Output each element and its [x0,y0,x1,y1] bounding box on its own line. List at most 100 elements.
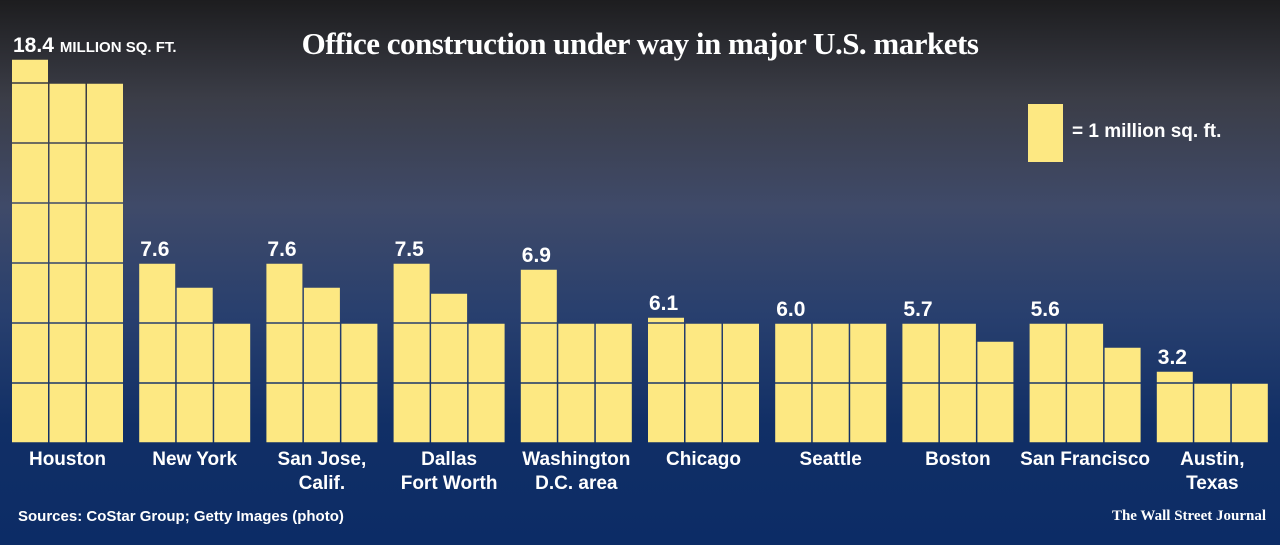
bar-block [87,143,123,203]
value-label: 18.4 MILLION SQ. FT. [13,34,177,57]
bar-block [214,323,251,383]
value-number: 5.7 [903,298,932,321]
bar-block [648,383,684,443]
bar-block [902,383,939,443]
bar-block [939,383,976,443]
bar-group: 3.2 Austin, Texas [1156,346,1268,494]
bar-block [977,383,1014,443]
bar-block [87,83,123,143]
category-label: San Francisco [1020,449,1150,470]
value-number: 5.6 [1031,298,1060,321]
bar-block [685,323,722,383]
bar-block [12,143,48,203]
bar-block [1231,383,1268,443]
category-label: Fort Worth [401,473,498,494]
bar-block [49,323,86,383]
bar-group: 18.4 MILLION SQ. FT. Houston [12,34,177,470]
bar-block [266,383,303,443]
bar-group: 7.6 San Jose, Calif. [266,238,378,494]
bar-block [393,383,430,443]
bar-block [214,383,251,443]
bar-block [1104,383,1141,443]
bar-block [1156,383,1193,443]
bar-block [49,203,86,263]
bar-block [775,323,812,383]
value-number: 6.0 [776,298,805,321]
bar-block [87,323,123,383]
value-number: 6.1 [649,292,679,315]
category-label: Boston [925,449,990,470]
value-label: 7.6 [267,238,296,261]
bar-block [595,383,632,443]
bar-block [685,383,722,443]
bar-block [812,323,849,383]
bar-block [266,323,303,383]
bar-block [139,263,176,323]
bar-block [12,263,48,323]
bar-block [520,269,557,323]
bar-group: 7.6 New York [139,238,251,470]
chart-title: Office construction under way in major U… [301,26,979,61]
value-label: 7.6 [140,238,169,261]
bar-block [775,383,812,443]
bar-block [303,323,340,383]
bar-block [723,383,759,443]
value-label: 6.1 [649,292,679,315]
legend-label: = 1 million sq. ft. [1072,121,1222,142]
bar-block [87,383,123,443]
bar-block [1067,323,1104,383]
value-number: 7.6 [140,238,169,261]
bar-block [139,323,176,383]
bar-block [902,323,939,383]
bar-block [1029,323,1066,383]
bar-block [87,203,123,263]
value-number: 7.6 [267,238,296,261]
bar-block [468,323,505,383]
credit-note: The Wall Street Journal [1111,508,1266,524]
bar-block [303,383,340,443]
bar-block [12,323,48,383]
category-label: Calif. [299,473,345,494]
value-label: 7.5 [395,238,425,261]
bar-block [850,323,887,383]
bar-group: 7.5 Dallas Fort Worth [393,238,505,494]
bar-block [558,323,595,383]
bar-block [648,323,684,383]
legend-swatch [1028,104,1063,162]
category-label: Washington [522,449,630,470]
bar-block [12,383,48,443]
value-unit: MILLION SQ. FT. [60,39,177,56]
bar-block [939,323,976,383]
bar-block [12,83,48,143]
bar-block [176,287,213,323]
value-label: 3.2 [1158,346,1187,369]
category-label: Dallas [421,449,477,470]
value-label: 5.6 [1031,298,1060,321]
bar-block [431,383,468,443]
bar-block [341,323,378,383]
bar-block [12,59,48,83]
bar-block [595,323,632,383]
category-label: Seattle [800,449,862,470]
bar-block [393,263,430,323]
category-label: Chicago [666,449,741,470]
bar-group: 6.0 Seattle [775,298,887,470]
bar-block [431,293,468,323]
bar-group: 5.7 Boston [902,298,1014,470]
bar-block [139,383,176,443]
bar-block [49,143,86,203]
bar-group: 6.1 Chicago [648,292,759,470]
bar-block [431,323,468,383]
value-number: 6.9 [522,244,551,267]
bar-block [1067,383,1104,443]
bar-block [648,317,684,323]
value-label: 6.0 [776,298,805,321]
bar-block [468,383,505,443]
value-label: 6.9 [522,244,551,267]
category-label: Austin, [1180,449,1244,470]
value-number: 18.4 [13,34,54,57]
bar-block [87,263,123,323]
bar-block [176,323,213,383]
